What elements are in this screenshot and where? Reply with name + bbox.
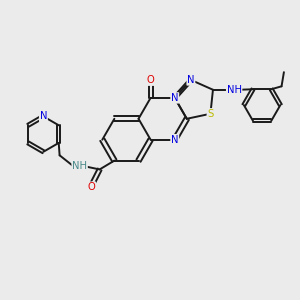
- Text: NH: NH: [72, 161, 87, 172]
- Text: NH: NH: [226, 85, 242, 95]
- Text: N: N: [171, 135, 178, 145]
- Text: O: O: [88, 182, 95, 192]
- Text: N: N: [187, 75, 195, 85]
- Text: N: N: [171, 93, 178, 103]
- Text: S: S: [207, 109, 214, 119]
- Text: O: O: [147, 75, 154, 85]
- Text: N: N: [40, 111, 47, 122]
